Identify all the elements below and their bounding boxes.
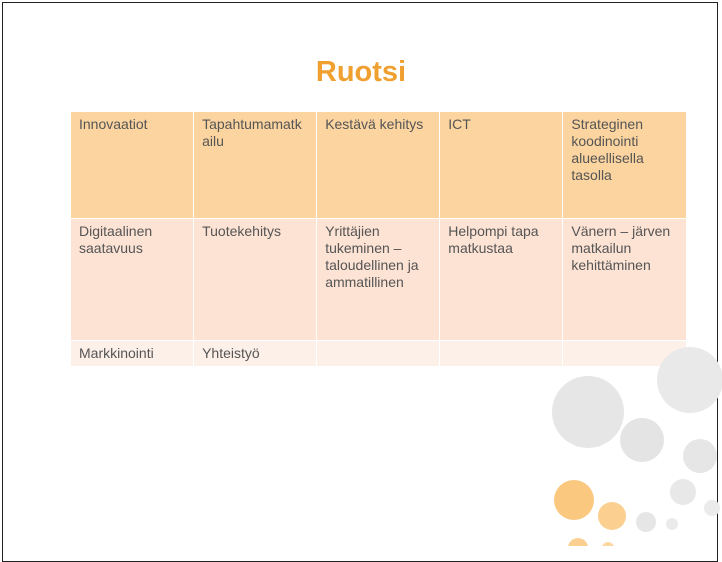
circle — [670, 479, 696, 505]
circle — [666, 518, 678, 530]
table-row: Innovaatiot Tapahtumamatkailu Kestävä kehi… — [69, 112, 686, 219]
table-cell: Tuotekehitys — [193, 218, 317, 341]
table-cell: Kestävä kehitys — [316, 112, 440, 219]
circle — [602, 542, 614, 546]
table-cell: ICT — [439, 112, 563, 219]
circle — [704, 500, 720, 516]
table-cell: Tapahtumamatkailu — [193, 112, 317, 219]
table-cell: Digitaalinen saatavuus — [69, 218, 194, 341]
table-row: Digitaalinen saatavuus Tuotekehitys Yrittä… — [69, 218, 686, 341]
table-cell: Yrittäjien tukeminen – taloudellinen ja … — [316, 218, 440, 341]
table-cell: Markkinointi — [69, 340, 194, 367]
circle — [554, 480, 594, 520]
circle — [552, 376, 624, 448]
table-cell — [439, 340, 563, 367]
circle — [636, 512, 656, 532]
slide-title: Ruotsi — [315, 56, 407, 88]
table-cell: Strateginen koodinointi alueellisella ta… — [562, 112, 686, 219]
content-table: Innovaatiot Tapahtumamatkailu Kestävä kehi… — [69, 112, 686, 367]
circle — [568, 538, 588, 546]
table-cell: Vänern – järven matkailun kehittäminen — [562, 218, 686, 341]
circle — [657, 347, 722, 413]
circle — [683, 439, 717, 473]
circle — [598, 502, 626, 530]
circle — [620, 418, 664, 462]
table-row: Markkinointi Yhteistyö — [69, 340, 686, 367]
table-cell: Innovaatiot — [69, 112, 194, 219]
table-cell — [316, 340, 440, 367]
table-cell: Yhteistyö — [193, 340, 317, 367]
decoration — [552, 347, 722, 546]
table-cell: Helpompi tapa matkustaa — [439, 218, 563, 341]
